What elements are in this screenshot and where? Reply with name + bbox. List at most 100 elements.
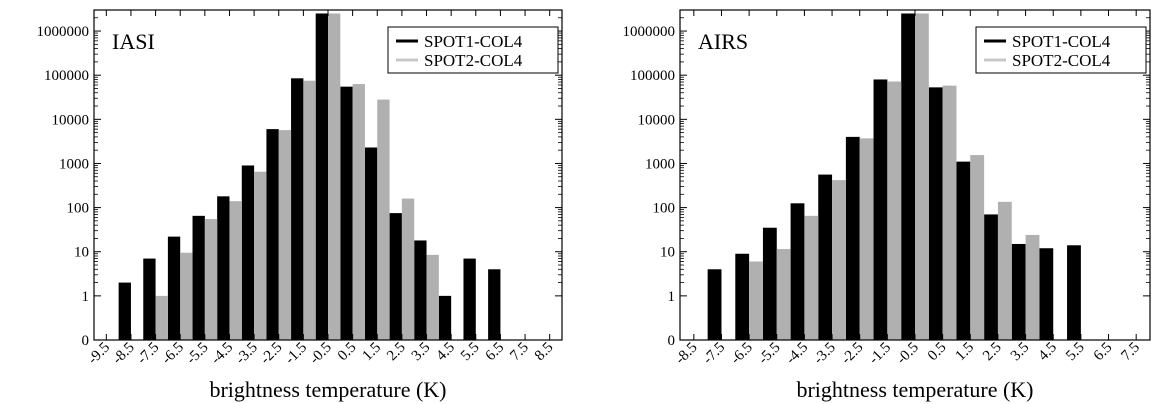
airs-x-tick-label: -7.5 <box>700 340 728 368</box>
iasi-x-tick-label: -2.5 <box>257 340 285 368</box>
airs-bar-spot1-4.5 <box>1039 248 1054 340</box>
iasi-legend: SPOT1-COL4 SPOT2-COL4 <box>387 26 559 74</box>
iasi-bar-spot1-4.5 <box>438 295 452 340</box>
airs-bar-spot1--7.5 <box>707 269 722 340</box>
iasi-y-tick-label: 10000 <box>52 112 90 128</box>
iasi-x-tick-label: 1.5 <box>360 340 385 365</box>
airs-legend-box <box>975 26 1147 74</box>
iasi-bar-spot2-2.5 <box>401 198 415 340</box>
airs-bar-spot2-1.5 <box>970 155 985 340</box>
airs-bar-spot1-2.5 <box>984 214 998 340</box>
iasi-bar-spot1--8.5 <box>118 282 131 340</box>
iasi-x-tick-label: 4.5 <box>433 340 458 365</box>
airs-x-tick-label: -0.5 <box>894 340 922 368</box>
iasi-bar-spot1--3.5 <box>241 165 255 340</box>
iasi-bar-spot2-1.5 <box>377 99 390 340</box>
airs-bar-spot1-1.5 <box>956 161 971 340</box>
iasi-bar-spot2-0.5 <box>352 84 365 340</box>
airs-bar-spot1--5.5 <box>762 227 777 340</box>
airs-x-tick-label: -6.5 <box>728 340 756 368</box>
iasi-panel-title: IASI <box>112 29 155 54</box>
iasi-legend-label-spot2: SPOT2-COL4 <box>424 51 523 70</box>
iasi-bar-spot1-0.5 <box>340 86 353 341</box>
airs-panel: 0 1 10 100 1000 10000 100000 1000000 -8.5 -7.5 -6… <box>623 9 1151 402</box>
airs-bar-spot1-5.5 <box>1067 245 1081 340</box>
iasi-x-tick-label: -9.5 <box>85 340 113 368</box>
airs-y-tick-label: 10000 <box>638 112 676 128</box>
iasi-bar-spot1--2.5 <box>266 129 279 340</box>
airs-x-tick-label: 6.5 <box>1091 340 1116 365</box>
iasi-x-tick-label: 8.5 <box>532 340 557 365</box>
iasi-bar-spot2--5.5 <box>204 219 218 340</box>
airs-panel-title: AIRS <box>698 29 748 54</box>
airs-y-tick-label: 100000 <box>630 68 675 84</box>
airs-y-tick-label: 100 <box>653 201 676 217</box>
airs-x-tick-label: -8.5 <box>673 340 701 368</box>
iasi-x-axis-label: brightness temperature (K) <box>209 377 446 402</box>
airs-bar-spot2--4.5 <box>804 215 819 340</box>
iasi-x-tick-label: 0.5 <box>335 340 360 365</box>
airs-y-tick-label: 1 <box>668 289 676 305</box>
airs-bar-spot1--2.5 <box>845 136 860 340</box>
iasi-bars <box>118 13 501 341</box>
airs-x-tick-label: 1.5 <box>953 340 978 365</box>
iasi-bar-spot1-1.5 <box>364 147 378 340</box>
iasi-x-tick-label: 6.5 <box>483 340 508 365</box>
iasi-bar-spot2--3.5 <box>254 171 267 340</box>
iasi-panel: 0 1 10 100 1000 10000 100000 1000000 -9.5-8.5-7… <box>37 9 563 402</box>
airs-x-tick-label: 5.5 <box>1063 340 1088 365</box>
airs-y-tick-label: 1000 <box>645 156 675 172</box>
airs-x-tick-label: -3.5 <box>811 340 839 368</box>
airs-bar-spot1--3.5 <box>818 174 833 340</box>
airs-y-axis: 0 1 10 100 1000 10000 100000 1000000 <box>623 9 1150 349</box>
iasi-y-tick-label: 1 <box>82 289 90 305</box>
airs-x-tick-label: -1.5 <box>866 340 894 368</box>
airs-x-tick-label: 3.5 <box>1008 340 1033 365</box>
iasi-x-tick-label: -1.5 <box>282 340 310 368</box>
iasi-x-tick-label: -8.5 <box>110 340 138 368</box>
iasi-x-tick-label: 7.5 <box>507 340 532 365</box>
airs-bar-spot2--0.5 <box>915 13 929 341</box>
airs-bar-spot1--1.5 <box>873 79 888 340</box>
airs-x-tick-label: 7.5 <box>1118 340 1143 365</box>
airs-legend-label-spot2: SPOT2-COL4 <box>1012 51 1111 70</box>
iasi-bar-spot2--1.5 <box>303 80 316 341</box>
iasi-bar-spot1--4.5 <box>217 196 230 340</box>
iasi-legend-box <box>387 26 559 74</box>
iasi-bar-spot1--5.5 <box>192 215 205 340</box>
airs-bar-spot1--0.5 <box>901 13 915 341</box>
iasi-y-tick-label: 10 <box>74 245 89 261</box>
airs-bars <box>707 13 1081 341</box>
airs-bar-spot1--6.5 <box>735 253 750 340</box>
iasi-bar-spot2--4.5 <box>229 201 242 340</box>
iasi-x-tick-label: 2.5 <box>384 340 409 365</box>
iasi-x-tick-label: 5.5 <box>458 340 483 365</box>
airs-y-tick-label: 10 <box>660 245 675 261</box>
iasi-bar-spot2--0.5 <box>328 13 341 341</box>
airs-x-tick-label: 0.5 <box>925 340 950 365</box>
iasi-bar-spot2--2.5 <box>278 130 292 340</box>
iasi-bar-spot1-3.5 <box>414 240 427 340</box>
airs-x-axis-label: brightness temperature (K) <box>796 377 1033 402</box>
airs-bar-spot2--3.5 <box>832 180 846 340</box>
iasi-legend-label-spot1: SPOT1-COL4 <box>424 32 523 51</box>
airs-bar-spot2--6.5 <box>749 261 763 340</box>
airs-legend-label-spot1: SPOT1-COL4 <box>1012 32 1111 51</box>
airs-x-tick-label: -4.5 <box>783 340 811 368</box>
airs-bar-spot2-2.5 <box>997 201 1012 340</box>
iasi-y-tick-label: 1000 <box>59 156 89 172</box>
iasi-y-tick-label: 1000000 <box>37 24 90 40</box>
iasi-bar-spot1--0.5 <box>315 13 328 341</box>
airs-x-tick-label: 4.5 <box>1035 340 1060 365</box>
iasi-bar-spot2-3.5 <box>426 254 439 340</box>
airs-bar-spot2-3.5 <box>1025 234 1040 340</box>
iasi-x-tick-label: -0.5 <box>307 340 335 368</box>
iasi-x-tick-label: 3.5 <box>409 340 434 365</box>
airs-bar-spot1-0.5 <box>928 87 943 340</box>
iasi-y-tick-label: 0 <box>82 333 90 349</box>
airs-bar-spot2--1.5 <box>887 81 902 341</box>
airs-y-tick-label: 1000000 <box>623 24 676 40</box>
iasi-bar-spot1--6.5 <box>167 236 181 340</box>
airs-bar-spot1-3.5 <box>1011 243 1026 340</box>
